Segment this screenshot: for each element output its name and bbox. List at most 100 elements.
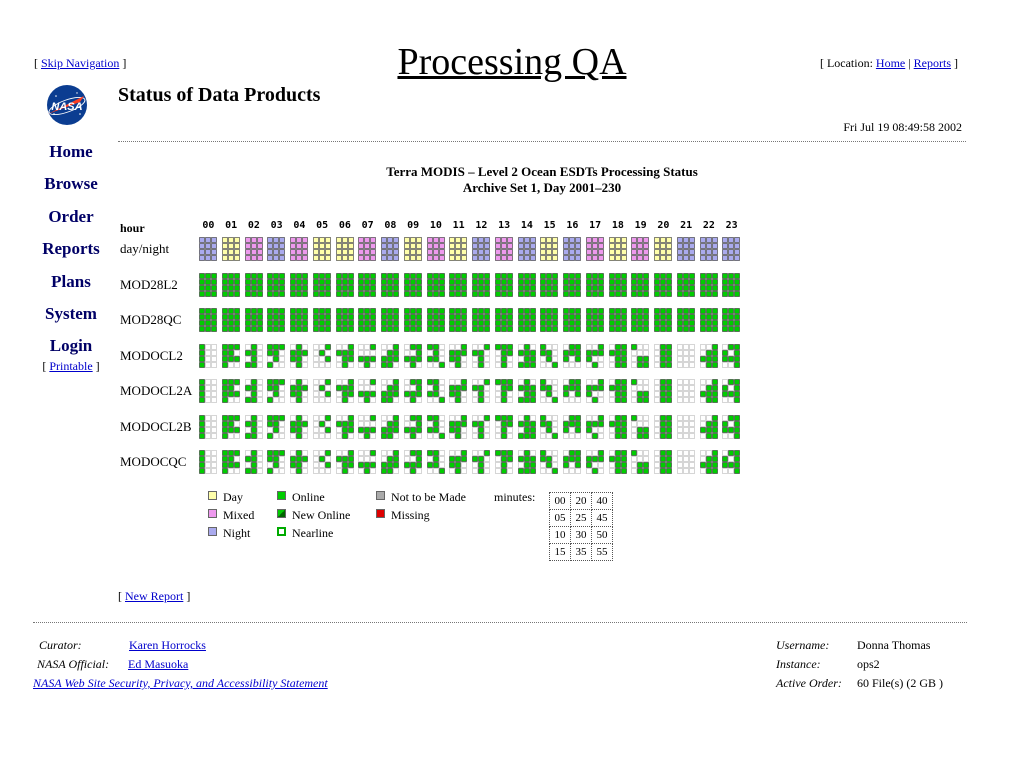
granule <box>478 379 484 385</box>
granule <box>461 379 468 385</box>
granule <box>614 468 621 474</box>
granule <box>643 308 650 314</box>
granule <box>546 314 553 320</box>
hour-cell <box>403 379 422 403</box>
granule <box>347 361 354 368</box>
granule <box>302 320 308 326</box>
hour-cell <box>517 308 536 332</box>
curator-link[interactable]: Karen Horrocks <box>129 638 206 652</box>
granule <box>290 361 296 368</box>
new-report-link[interactable]: New Report <box>125 589 184 603</box>
granule <box>432 237 439 243</box>
granule <box>205 237 211 243</box>
granule <box>403 450 410 456</box>
skip-navigation-link[interactable]: Skip Navigation <box>41 56 120 70</box>
granule <box>461 420 468 427</box>
granule <box>711 385 718 391</box>
granule <box>552 456 559 462</box>
granule <box>666 462 672 468</box>
granule <box>637 385 644 391</box>
granule <box>676 255 683 261</box>
granule <box>370 272 377 279</box>
nav-plans[interactable]: Plans <box>51 271 91 291</box>
granule <box>244 468 251 474</box>
granule <box>199 385 205 391</box>
granule <box>500 243 507 249</box>
granule <box>563 420 569 427</box>
granule <box>688 391 695 397</box>
nav-home[interactable]: Home <box>49 142 93 161</box>
granule <box>506 420 513 427</box>
location-reports-link[interactable]: Reports <box>913 56 951 70</box>
granule <box>654 426 660 433</box>
granule <box>620 343 627 350</box>
granule <box>233 355 240 362</box>
granule <box>688 456 695 462</box>
official-link[interactable]: Ed Masuoka <box>128 657 189 671</box>
nav-order[interactable]: Order <box>48 206 94 226</box>
granule <box>643 278 650 285</box>
granule <box>569 272 575 279</box>
granule <box>506 379 513 385</box>
granule <box>654 278 660 285</box>
granule <box>585 290 592 297</box>
granule <box>563 278 569 285</box>
printable-link[interactable]: Printable <box>49 358 93 373</box>
hour-cell <box>722 379 741 403</box>
granule <box>227 249 234 255</box>
hour-tick: 09 <box>407 220 420 231</box>
granule <box>312 397 319 403</box>
granule <box>364 468 371 474</box>
nav-login[interactable]: Login <box>49 336 93 356</box>
granule <box>461 314 468 320</box>
nav-browse[interactable]: Browse <box>44 174 98 194</box>
hour-cell <box>381 450 399 474</box>
location-home-link[interactable]: Home <box>875 56 906 70</box>
granule <box>267 237 274 243</box>
nav-system[interactable]: System <box>45 304 97 324</box>
status-row <box>199 414 745 439</box>
nav-reports[interactable]: Reports <box>42 239 100 259</box>
granule <box>370 355 377 362</box>
hour-cell <box>221 379 240 403</box>
granule <box>676 284 683 291</box>
granule <box>608 243 615 249</box>
hour-tick: 03 <box>270 220 283 231</box>
granule <box>393 468 399 474</box>
granule <box>250 468 257 474</box>
nasa-logo[interactable]: NASA <box>44 84 90 126</box>
granule <box>403 462 410 468</box>
granule <box>734 326 741 332</box>
granule <box>347 468 354 474</box>
granule <box>387 343 393 350</box>
granule <box>637 320 644 326</box>
granule <box>620 361 627 368</box>
granule <box>575 237 581 243</box>
granule <box>728 278 735 285</box>
policy-link[interactable]: NASA Web Site Security, Privacy, and Acc… <box>33 676 328 690</box>
granule <box>734 249 741 255</box>
granule <box>517 391 524 397</box>
hour-cell <box>335 272 354 297</box>
granule <box>403 237 410 243</box>
hour-cell <box>494 450 513 474</box>
granule <box>540 249 547 255</box>
hour-cell <box>608 272 627 297</box>
granule <box>273 290 280 297</box>
legend-nearline: Nearline <box>277 526 333 540</box>
granule <box>722 237 729 243</box>
granule <box>273 450 280 456</box>
granule <box>432 243 439 249</box>
granule <box>637 349 644 356</box>
granule <box>643 397 650 403</box>
granule <box>409 355 416 362</box>
row-label: MODOCL2B <box>120 418 192 434</box>
granule <box>722 355 729 362</box>
granule <box>296 326 302 332</box>
granule <box>347 255 354 261</box>
granule <box>540 343 547 350</box>
granule <box>597 326 604 332</box>
granule <box>335 432 342 439</box>
granule <box>734 237 741 243</box>
granule <box>614 284 621 291</box>
